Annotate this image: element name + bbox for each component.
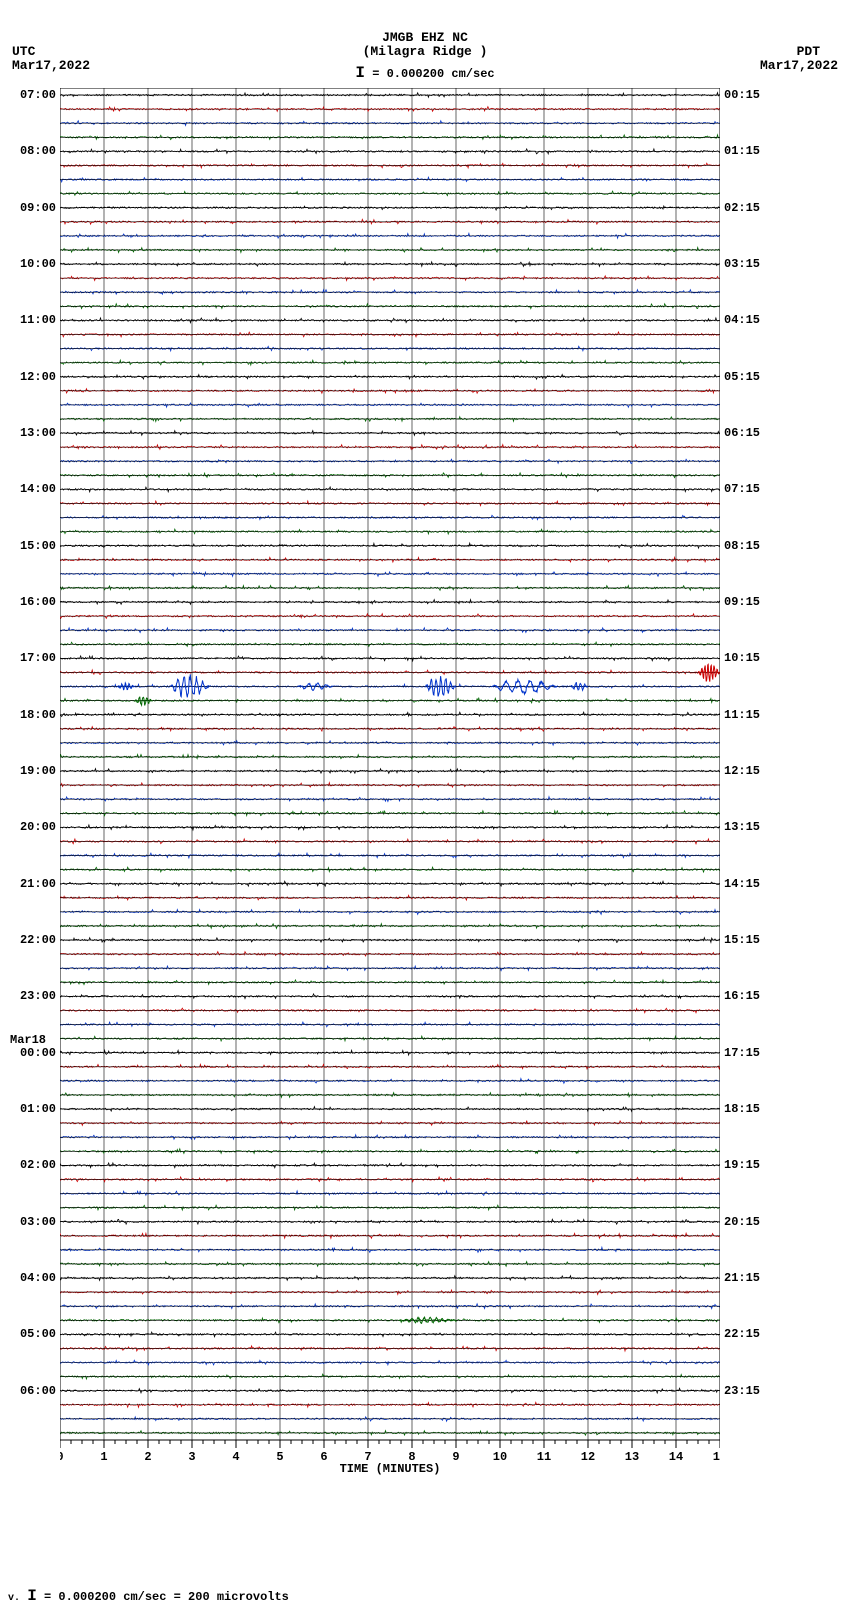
utc-hour-label: 23:00 xyxy=(8,989,56,1003)
local-hour-label: 23:15 xyxy=(724,1384,772,1398)
local-hour-label: 15:15 xyxy=(724,933,772,947)
seismogram-container: JMGB EHZ NC (Milagra Ridge ) UTC Mar17,2… xyxy=(0,0,850,1613)
local-hour-label: 02:15 xyxy=(724,201,772,215)
utc-hour-label: 08:00 xyxy=(8,144,56,158)
local-hour-label: 14:15 xyxy=(724,877,772,891)
amplitude-scale-label: I = 0.000200 cm/sec xyxy=(0,64,850,82)
left-timezone-label: UTC xyxy=(12,44,35,59)
utc-hour-label: 10:00 xyxy=(8,257,56,271)
helicorder-plot: 0123456789101112131415 xyxy=(60,88,720,1475)
local-hour-label: 10:15 xyxy=(724,651,772,665)
local-hour-label: 05:15 xyxy=(724,370,772,384)
utc-hour-label: 20:00 xyxy=(8,820,56,834)
footer-scale-text: v. I = 0.000200 cm/sec = 200 microvolts xyxy=(8,1587,289,1605)
utc-hour-label: 04:00 xyxy=(8,1271,56,1285)
utc-hour-label: 14:00 xyxy=(8,482,56,496)
local-hour-label: 13:15 xyxy=(724,820,772,834)
utc-hour-label: 16:00 xyxy=(8,595,56,609)
utc-hour-label: 13:00 xyxy=(8,426,56,440)
utc-hour-label: 09:00 xyxy=(8,201,56,215)
utc-hour-label: 05:00 xyxy=(8,1327,56,1341)
utc-hour-label: 01:00 xyxy=(8,1102,56,1116)
utc-hour-label: 00:00 xyxy=(8,1046,56,1060)
local-hour-label: 16:15 xyxy=(724,989,772,1003)
utc-hour-label: 11:00 xyxy=(8,313,56,327)
local-hour-label: 07:15 xyxy=(724,482,772,496)
right-timezone-label: PDT xyxy=(797,44,820,59)
local-hour-label: 00:15 xyxy=(724,88,772,102)
local-hour-label: 22:15 xyxy=(724,1327,772,1341)
station-title-line2: (Milagra Ridge ) xyxy=(0,44,850,59)
local-hour-label: 09:15 xyxy=(724,595,772,609)
local-hour-label: 06:15 xyxy=(724,426,772,440)
day-divider-label: Mar18 xyxy=(10,1033,46,1047)
utc-hour-label: 19:00 xyxy=(8,764,56,778)
local-hour-label: 20:15 xyxy=(724,1215,772,1229)
utc-hour-label: 17:00 xyxy=(8,651,56,665)
x-axis-label: TIME (MINUTES) xyxy=(60,1462,720,1476)
utc-hour-label: 22:00 xyxy=(8,933,56,947)
local-hour-label: 21:15 xyxy=(724,1271,772,1285)
station-title-line1: JMGB EHZ NC xyxy=(0,30,850,45)
local-hour-label: 17:15 xyxy=(724,1046,772,1060)
utc-hour-label: 06:00 xyxy=(8,1384,56,1398)
utc-hour-label: 07:00 xyxy=(8,88,56,102)
utc-hour-label: 21:00 xyxy=(8,877,56,891)
local-hour-label: 18:15 xyxy=(724,1102,772,1116)
local-hour-label: 01:15 xyxy=(724,144,772,158)
local-hour-label: 03:15 xyxy=(724,257,772,271)
utc-hour-label: 18:00 xyxy=(8,708,56,722)
local-hour-label: 11:15 xyxy=(724,708,772,722)
utc-hour-label: 15:00 xyxy=(8,539,56,553)
local-hour-label: 19:15 xyxy=(724,1158,772,1172)
local-hour-label: 12:15 xyxy=(724,764,772,778)
utc-hour-label: 03:00 xyxy=(8,1215,56,1229)
local-hour-label: 08:15 xyxy=(724,539,772,553)
utc-hour-label: 02:00 xyxy=(8,1158,56,1172)
utc-hour-label: 12:00 xyxy=(8,370,56,384)
local-hour-label: 04:15 xyxy=(724,313,772,327)
